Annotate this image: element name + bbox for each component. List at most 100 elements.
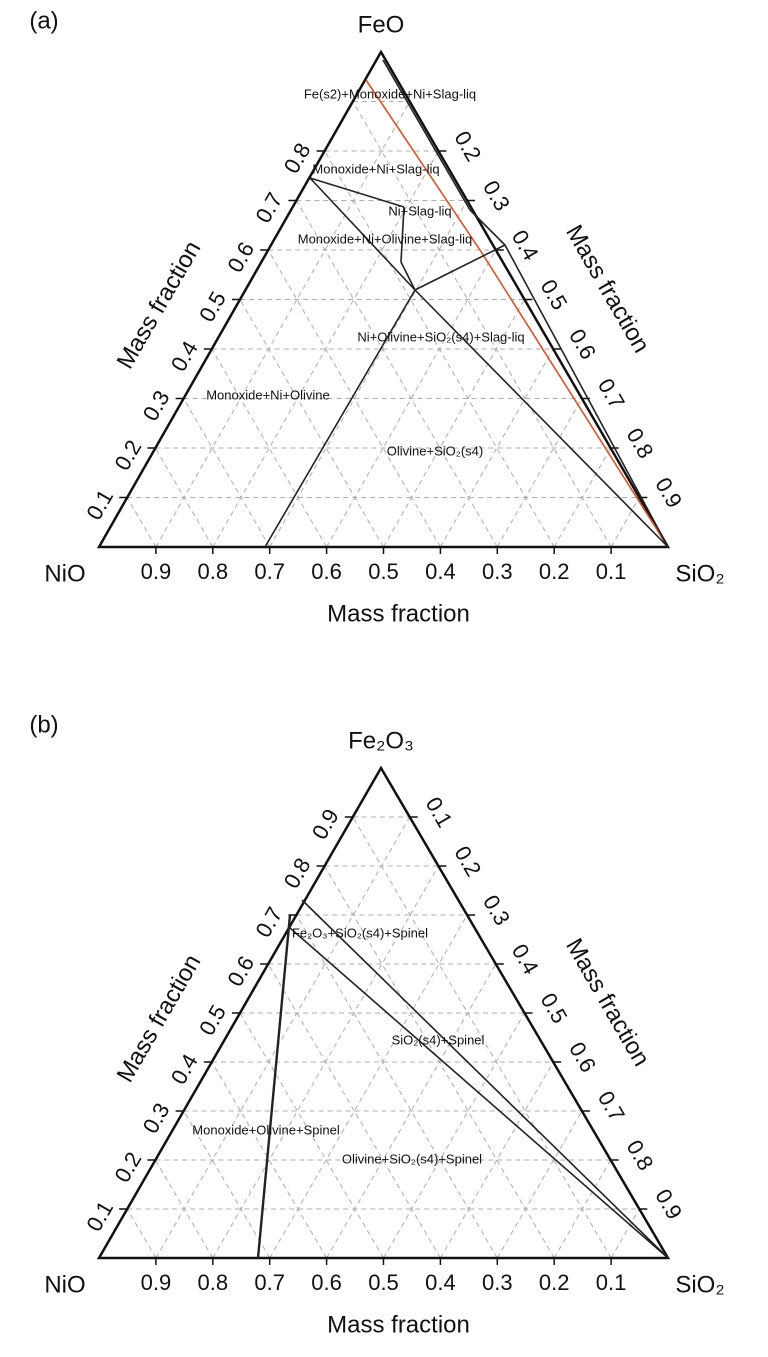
left-tick-label: 0.1 [81, 1197, 118, 1236]
bottom-tick-label: 0.8 [198, 559, 229, 584]
left-tick-label: 0.5 [194, 287, 231, 326]
vertex-label: NiO [44, 1271, 85, 1298]
ternary-panel: 0.1 0.2 0.3 0.4 0.5 0.6 0.7 0.8 0.9 0.1 0.2 0.3 0.4 0… [29, 711, 724, 1338]
boundary-line [400, 206, 416, 291]
region-label: Monoxide+Ni+Slag-liq [312, 161, 439, 176]
boundary-line [414, 244, 506, 291]
grid-line [610, 497, 640, 548]
panel-label: (b) [29, 711, 58, 738]
left-tick-label: 0.4 [166, 1050, 203, 1089]
region-label: Monoxide+Ni+Olivine [206, 387, 330, 402]
left-tick-label: 0.4 [166, 337, 203, 376]
vertex-label: Fe₂O₃ [348, 727, 414, 754]
grid-line [295, 914, 498, 1259]
region-label: Fe₂O₃+SiO₂(s4)+Spinel [292, 925, 428, 940]
axis-label: Mass fraction [327, 1311, 470, 1338]
grid-line [496, 398, 583, 548]
bottom-tick-label: 0.6 [311, 559, 342, 584]
grid-line [269, 200, 468, 548]
bottom-tick-label: 0.5 [368, 1270, 399, 1295]
bottom-tick-label: 0.9 [141, 559, 172, 584]
grid-line [269, 914, 468, 1259]
grid-line [126, 1208, 157, 1259]
vertex-label: SiO₂ [675, 1271, 724, 1298]
left-tick-label: 0.3 [138, 1099, 175, 1138]
grid-line [295, 200, 498, 548]
bottom-tick-label: 0.2 [539, 559, 570, 584]
bottom-tick-label: 0.2 [539, 1270, 570, 1295]
left-tick-label: 0.8 [279, 854, 316, 893]
bottom-tick-label: 0.9 [141, 1270, 172, 1295]
bottom-tick-label: 0.3 [482, 559, 513, 584]
left-tick-label: 0.1 [81, 485, 118, 524]
bottom-tick-label: 0.6 [311, 1270, 342, 1295]
right-tick-label: 0.5 [535, 275, 572, 314]
grid-line [155, 101, 411, 548]
vertex-label: NiO [44, 560, 85, 587]
region-label: Monoxide+Ni+Olivine+Slag-liq [298, 231, 473, 246]
right-tick-label: 0.3 [478, 891, 515, 930]
left-tick-label: 0.8 [279, 139, 316, 178]
left-tick-label: 0.6 [222, 238, 259, 277]
grid-line [239, 299, 384, 548]
right-tick-label: 0.2 [449, 127, 486, 166]
region-label: Fe(s2)+Monoxide+Ni+Slag-liq [304, 86, 476, 101]
boundaries [256, 59, 669, 1259]
left-tick-label: 0.9 [307, 805, 344, 844]
left-tick-label: 0.6 [222, 952, 259, 991]
grid-line [183, 398, 271, 548]
right-tick-label: 0.7 [593, 374, 630, 413]
bottom-tick-label: 0.1 [596, 1270, 627, 1295]
grid-line [496, 1110, 583, 1259]
grid-line [154, 1159, 214, 1259]
grid-line [352, 816, 612, 1259]
right-tick-label: 0.7 [593, 1087, 630, 1126]
grid-line [239, 1012, 384, 1259]
right-tick-label: 0.6 [564, 325, 601, 364]
grid-line [154, 447, 214, 548]
region-label: Ni+Olivine+SiO₂(s4)+Slag-liq [357, 329, 524, 344]
grid-line [126, 497, 157, 548]
boundary-line [264, 289, 416, 548]
region-labels: Fe(s2)+Monoxide+Ni+Slag-liq Monoxide+Ni+… [192, 86, 524, 1166]
left-tick-label: 0.2 [109, 1148, 146, 1187]
right-tick-label: 0.8 [622, 424, 659, 463]
right-tick-label: 0.5 [535, 989, 572, 1028]
vertex-label: SiO₂ [675, 560, 724, 587]
grid-line [553, 447, 612, 548]
right-tick-label: 0.1 [421, 793, 458, 832]
left-tick-label: 0.7 [250, 188, 287, 227]
grid-line [155, 816, 411, 1259]
right-tick-label: 0.2 [449, 842, 486, 881]
boundary-line [382, 59, 669, 548]
grid-line [211, 1061, 328, 1259]
bottom-tick-label: 0.8 [198, 1270, 229, 1295]
left-tick-label: 0.2 [109, 436, 146, 475]
right-tick-label: 0.9 [650, 1185, 687, 1224]
bottom-tick-label: 0.4 [425, 559, 456, 584]
grid-line [383, 1012, 525, 1259]
grid-line [383, 299, 525, 548]
grid-line [439, 348, 554, 548]
region-label: SiO₂(s4)+Spinel [392, 1032, 485, 1047]
bottom-tick-label: 0.7 [254, 559, 285, 584]
left-tick-label: 0.5 [194, 1001, 231, 1040]
right-tick-label: 0.4 [507, 940, 544, 979]
triangle-edge [96, 49, 671, 549]
region-label: Olivine+SiO₂(s4)+Spinel [342, 1151, 482, 1166]
grid-line [352, 101, 612, 548]
vertex-label: FeO [358, 11, 405, 38]
boundary-line [365, 79, 669, 548]
grid-line [553, 1159, 612, 1259]
bottom-tick-label: 0.7 [254, 1270, 285, 1295]
bottom-tick-label: 0.4 [425, 1270, 456, 1295]
grid-line [211, 348, 328, 548]
region-label: Olivine+SiO₂(s4) [387, 443, 483, 458]
right-tick-label: 0.9 [650, 473, 687, 512]
grid-line [183, 1110, 271, 1259]
panel-label: (a) [29, 7, 58, 34]
axis-label: Mass fraction [327, 600, 470, 627]
boundary-line [301, 899, 669, 1259]
bottom-tick-label: 0.5 [368, 559, 399, 584]
